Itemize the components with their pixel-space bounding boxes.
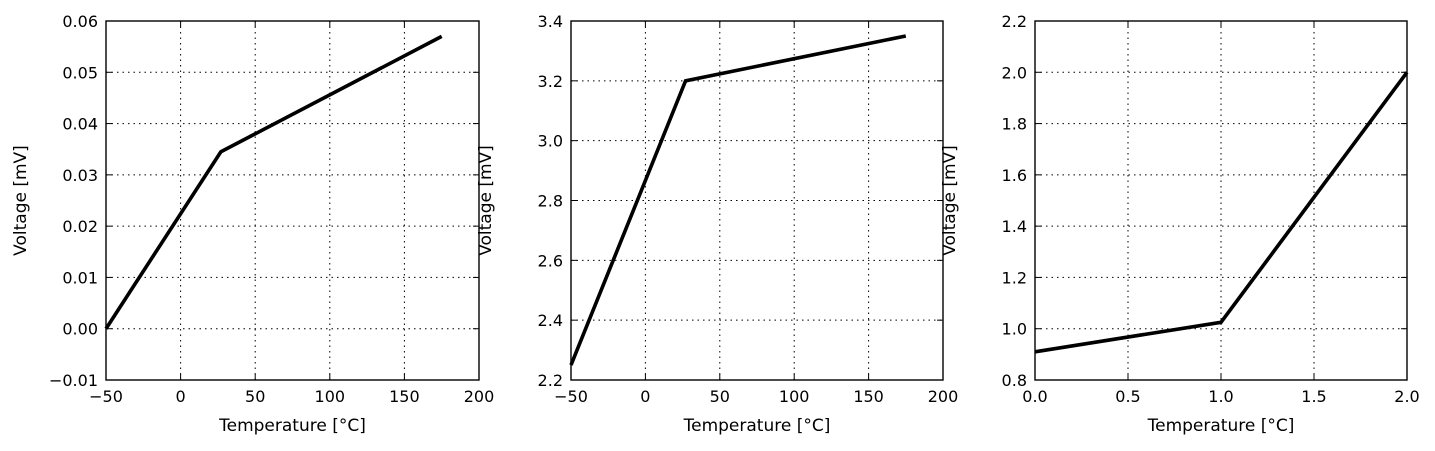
x-tick-label: 1.0 (1208, 387, 1233, 406)
y-tick-label: 1.0 (1002, 320, 1027, 339)
x-axis-label: Temperature [°C] (683, 416, 831, 436)
y-tick-label: 3.0 (538, 132, 563, 151)
y-tick-label: 1.4 (1002, 217, 1027, 236)
y-tick-label: 3.2 (538, 72, 563, 91)
x-tick-label: 0 (640, 387, 650, 406)
x-tick-label: 50 (710, 387, 730, 406)
data-line-1 (1034, 71, 1409, 354)
y-tick-label: 0.04 (62, 115, 98, 134)
plot-frame (1034, 20, 1408, 381)
y-tick-label: 0.05 (62, 63, 98, 82)
chart-panel-1: −50 0 50 100 150 200 −0.01 0.00 0.01 0.02 0.03 0.04… (11, 12, 494, 436)
y-tick-label: 2.8 (538, 192, 563, 211)
x-tick-label: 200 (464, 387, 495, 406)
plot-frame (105, 20, 480, 381)
y-tick-label: 3.4 (538, 12, 563, 31)
y-axis-label: Voltage [mV] (11, 145, 31, 256)
data-line-1 (569, 34, 907, 366)
x-axis-label: Temperature [°C] (218, 416, 366, 436)
x-tick-label: 0.5 (1115, 387, 1140, 406)
chart-panel-3: 0.0 0.5 1.0 1.5 2.0 0.8 1.0 1.2 1.4 1.6 1.8 2.0 2.2 T… (940, 12, 1420, 436)
x-tick-label: 2.0 (1394, 387, 1419, 406)
x-tick-label: 0.0 (1022, 387, 1047, 406)
x-tick-label: −50 (554, 387, 588, 406)
data-line-1 (104, 34, 443, 330)
y-axis-label: Voltage [mV] (476, 145, 496, 256)
x-tick-label: 150 (389, 387, 420, 406)
x-tick-label: −50 (89, 387, 123, 406)
x-tick-label: 100 (779, 387, 810, 406)
x-tick-label: 1.5 (1301, 387, 1326, 406)
y-tick-label: 0.02 (62, 217, 98, 236)
x-axis-label: Temperature [°C] (1147, 416, 1295, 436)
y-tick-label: 0.01 (62, 268, 98, 287)
x-tick-label: 150 (853, 387, 884, 406)
x-tick-label: 50 (245, 387, 265, 406)
x-tick-label: 100 (315, 387, 346, 406)
y-tick-label: 0.00 (62, 320, 98, 339)
y-tick-label: 0.06 (62, 12, 98, 31)
y-tick-label: 0.03 (62, 166, 98, 185)
y-tick-label: 2.0 (1002, 63, 1027, 82)
y-tick-label: 2.6 (538, 251, 563, 270)
x-tick-label: 200 (928, 387, 959, 406)
plot-frame (570, 20, 944, 381)
x-tick-label: 0 (176, 387, 186, 406)
y-tick-label: 2.4 (538, 311, 563, 330)
y-tick-label: 0.8 (1002, 371, 1027, 390)
y-tick-label: 2.2 (538, 371, 563, 390)
y-tick-label: 1.2 (1002, 268, 1027, 287)
chart-panel-2: −50 0 50 100 150 200 2.2 2.4 2.6 2.8 3.0 3.2 3.4 Temp… (476, 12, 958, 436)
y-tick-label: 2.2 (1002, 12, 1027, 31)
y-axis-label: Voltage [mV] (940, 145, 960, 256)
y-tick-label: −0.01 (49, 371, 98, 390)
y-tick-label: 1.6 (1002, 166, 1027, 185)
y-tick-label: 1.8 (1002, 115, 1027, 134)
